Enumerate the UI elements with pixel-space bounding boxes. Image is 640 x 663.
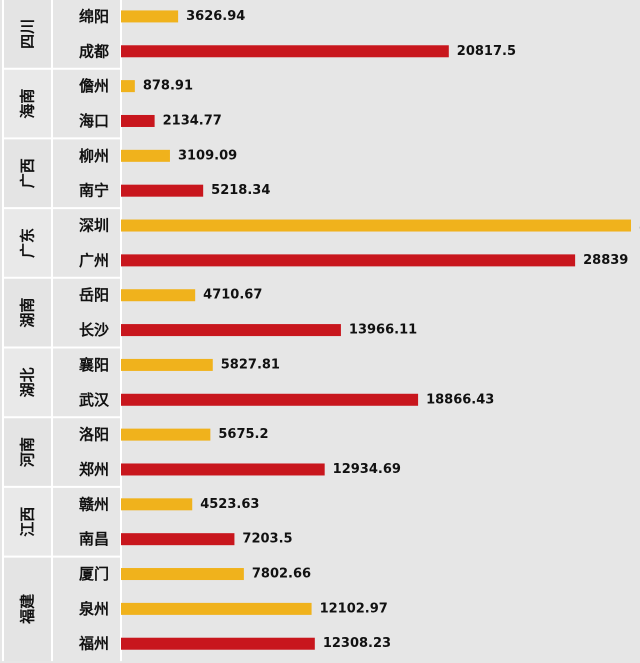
bar bbox=[121, 533, 235, 546]
bar bbox=[121, 114, 155, 127]
value-label: 12308.23 bbox=[323, 636, 391, 651]
bar bbox=[121, 289, 196, 302]
bar bbox=[121, 463, 325, 476]
category-label: 柳州 bbox=[79, 147, 109, 165]
province-label: 海南 bbox=[19, 89, 37, 119]
category-label: 厦门 bbox=[79, 565, 109, 583]
bar bbox=[121, 80, 135, 93]
category-label: 襄阳 bbox=[78, 356, 109, 374]
value-label: 13966.11 bbox=[349, 323, 417, 338]
category-label: 岳阳 bbox=[79, 286, 109, 304]
category-label: 泉州 bbox=[78, 600, 109, 618]
bar bbox=[121, 254, 576, 267]
bars bbox=[121, 10, 631, 650]
province-band bbox=[3, 68, 52, 139]
category-label: 广州 bbox=[79, 251, 109, 269]
province-band bbox=[3, 556, 52, 662]
value-label: 3109.09 bbox=[178, 148, 237, 163]
bar bbox=[121, 393, 419, 406]
category-label: 深圳 bbox=[79, 217, 109, 235]
province-band bbox=[3, 347, 52, 418]
value-label: 12934.69 bbox=[333, 462, 401, 477]
province-label: 湖南 bbox=[19, 298, 37, 328]
bar bbox=[121, 149, 170, 162]
category-label: 海口 bbox=[79, 112, 109, 130]
province-label: 福建 bbox=[19, 593, 37, 625]
value-labels: 3626.94 20817.5 878.91 2134.77 3109.09 5218.3… bbox=[143, 9, 640, 651]
value-label: 20817.5 bbox=[457, 44, 516, 59]
category-label: 福州 bbox=[78, 635, 109, 653]
bar bbox=[121, 358, 213, 371]
province-band bbox=[3, 486, 52, 557]
bar bbox=[121, 324, 341, 337]
separator-lines bbox=[2, 0, 122, 662]
bar bbox=[121, 637, 315, 650]
category-label: 绵阳 bbox=[79, 7, 109, 25]
value-label: 3626.94 bbox=[186, 9, 245, 24]
value-label: 5827.81 bbox=[221, 357, 280, 372]
province-label: 四川 bbox=[19, 19, 37, 49]
province-band bbox=[3, 417, 52, 487]
province-band bbox=[3, 0, 52, 69]
value-label: 7203.5 bbox=[242, 532, 292, 547]
category-label: 儋州 bbox=[79, 77, 109, 95]
province-band bbox=[3, 208, 52, 278]
bar bbox=[121, 184, 204, 197]
bar bbox=[121, 45, 449, 58]
value-label: 5675.2 bbox=[218, 427, 268, 442]
province-band bbox=[3, 138, 52, 209]
province-label: 广东 bbox=[19, 228, 37, 258]
province-band bbox=[3, 277, 52, 348]
bar bbox=[121, 568, 244, 581]
province-label: 河南 bbox=[19, 437, 37, 467]
province-label: 湖北 bbox=[19, 367, 37, 397]
value-label: 18866.43 bbox=[426, 392, 494, 407]
category-label: 武汉 bbox=[79, 391, 110, 409]
value-label: 4523.63 bbox=[200, 497, 259, 512]
category-label: 长沙 bbox=[79, 321, 109, 339]
value-label: 28839 bbox=[583, 253, 628, 268]
category-label: 赣州 bbox=[79, 495, 109, 513]
category-label: 洛阳 bbox=[79, 426, 109, 444]
province-label: 广西 bbox=[19, 158, 37, 188]
bar bbox=[121, 219, 631, 232]
value-label: 878.91 bbox=[143, 79, 193, 94]
value-label: 4710.67 bbox=[203, 288, 262, 303]
bar bbox=[121, 602, 312, 615]
value-label: 5218.34 bbox=[211, 183, 270, 198]
value-label: 12102.97 bbox=[320, 601, 388, 616]
bar bbox=[121, 10, 179, 23]
category-label: 郑州 bbox=[79, 460, 109, 478]
value-label: 2134.77 bbox=[163, 113, 222, 128]
province-label: 江西 bbox=[19, 507, 37, 537]
category-label: 南宁 bbox=[79, 182, 109, 200]
category-label: 南昌 bbox=[79, 530, 109, 548]
bar bbox=[121, 498, 193, 511]
category-label: 成都 bbox=[79, 42, 109, 60]
bar bbox=[121, 428, 211, 441]
province-bands bbox=[3, 0, 52, 662]
value-label: 7802.66 bbox=[252, 567, 311, 582]
